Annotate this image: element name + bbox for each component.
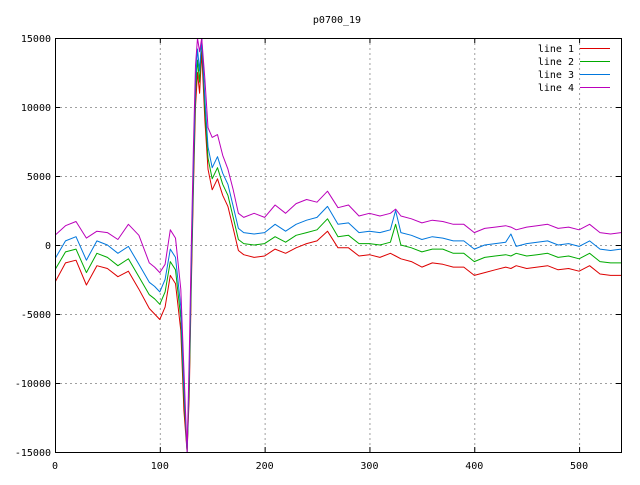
series-line-2 xyxy=(55,38,621,452)
y-tick-label: -5000 xyxy=(21,310,51,321)
axis-ticks: 0 100 200 300 400 500 -15000 -10000 -5000 0 5000 10… xyxy=(15,34,621,472)
y-tick-label: 5000 xyxy=(27,172,51,183)
x-tick-label: 200 xyxy=(256,461,274,472)
chart-title: p0700_19 xyxy=(313,15,361,26)
legend: line 1 line 2 line 3 line 4 xyxy=(538,44,610,94)
legend-label: line 2 xyxy=(538,57,574,68)
x-tick-label: 0 xyxy=(52,461,58,472)
y-tick-label: -15000 xyxy=(15,448,51,459)
series-line-1 xyxy=(55,51,621,452)
series-group xyxy=(55,38,621,452)
y-tick-label: -10000 xyxy=(15,379,51,390)
x-tick-label: 300 xyxy=(360,461,378,472)
y-tick-label: 10000 xyxy=(21,103,51,114)
series-line-3 xyxy=(55,38,621,452)
legend-label: line 4 xyxy=(538,83,574,94)
x-tick-label: 400 xyxy=(465,461,483,472)
y-tick-label: 15000 xyxy=(21,34,51,45)
legend-label: line 1 xyxy=(538,44,574,55)
y-tick-label: 0 xyxy=(45,241,51,252)
x-tick-label: 500 xyxy=(570,461,588,472)
series-line-4 xyxy=(55,38,621,452)
x-tick-label: 100 xyxy=(151,461,169,472)
grid xyxy=(55,38,621,452)
legend-label: line 3 xyxy=(538,70,574,81)
